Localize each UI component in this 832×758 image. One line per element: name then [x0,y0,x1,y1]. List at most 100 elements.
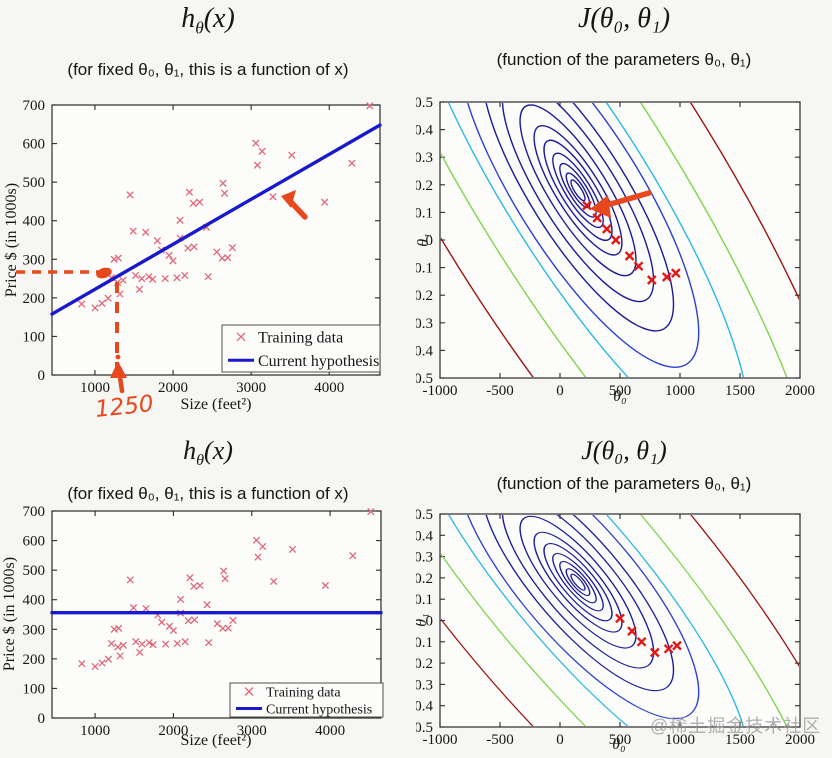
legend-x-marker [244,687,254,696]
handwritten-1250: 1250 [94,391,155,423]
hypothesis-title: hθ(x) [0,2,416,46]
hypothesis-line [50,123,382,316]
cost-subtitle: (function of the parameters θ₀, θ₁) [496,474,752,493]
svg-text:0.2: 0.2 [416,571,433,587]
svg-text:2000: 2000 [785,383,815,399]
svg-text:0.1: 0.1 [416,592,433,608]
hand-drawn-arrow [590,190,652,218]
contour-lines [441,515,799,726]
svg-text:1000: 1000 [80,723,110,739]
svg-text:0.2: 0.2 [416,178,433,194]
svg-text:-0.4: -0.4 [416,343,433,359]
svg-text:2000: 2000 [158,380,188,396]
x-axis-label: Size (feet²) [181,396,252,413]
svg-text:-0.2: -0.2 [416,288,433,304]
svg-text:-0.5: -0.5 [416,371,433,387]
hand-drawn-annotation: 1250 [16,190,308,423]
svg-text:0.5: 0.5 [416,95,433,111]
legend-label: Current hypothesis [266,703,372,718]
svg-text:2000: 2000 [785,732,815,748]
cost-plot-bottom: -1000 -500 0 500 1000 1500 2000 0.5 0.4 0.3 0.2 0.1… [416,507,815,753]
svg-text:400: 400 [23,214,46,230]
svg-text:3000: 3000 [237,723,267,739]
svg-text:0: 0 [38,368,46,384]
hypothesis-header-top: hθ(x) (for fixed θ₀, θ₁, this is a funct… [0,2,416,81]
training-points [78,102,374,312]
title-theta-sub: θ [195,18,204,38]
svg-text:200: 200 [23,652,46,668]
tick-labels: 1000 2000 3000 4000 0 100 200 300 400 500 600 700 [23,505,346,739]
hypothesis-plot-top: 1000 2000 3000 4000 0 100 200 300 400 500 600 700 Si… [3,98,382,423]
svg-text:4000: 4000 [314,380,344,396]
svg-text:0.4: 0.4 [416,123,434,139]
gradient-descent-path [582,200,681,285]
svg-text:600: 600 [23,534,46,550]
hypothesis-title: hθ(x) [0,436,416,476]
title-h: h [181,3,196,34]
axis-ticks [439,101,801,379]
svg-text:0: 0 [426,233,434,249]
line-pointer-arrow-head [281,190,296,208]
svg-text:0: 0 [38,711,46,727]
up-arrow-dot [115,354,121,360]
svg-text:0.3: 0.3 [416,550,433,566]
svg-text:-0.5: -0.5 [416,720,433,736]
title-theta-sub: θ [196,452,205,470]
svg-text:-0.3: -0.3 [416,316,433,332]
svg-text:-500: -500 [486,732,514,748]
y-axis-label: θ₁ [416,233,432,246]
y-axis-label: Price $ (in 1000s) [1,557,18,671]
cost-subtitle: (function of the parameters θ₀, θ₁) [496,50,752,69]
svg-text:-0.4: -0.4 [416,699,433,715]
watermark: @稀土掘金技术社区 [650,716,822,736]
cost-title: J(θ₀, θ₁) [577,3,671,34]
svg-text:2000: 2000 [158,723,188,739]
contour-lines [441,103,799,377]
y-axis-label: Price $ (in 1000s) [3,183,20,297]
svg-text:-0.2: -0.2 [416,656,433,672]
training-points [78,507,375,671]
legend-label: Training data [266,686,341,701]
svg-text:500: 500 [609,383,632,399]
svg-text:0.5: 0.5 [416,507,433,523]
svg-text:100: 100 [23,329,46,345]
legend: Training data Current hypothesis [221,324,381,373]
pen-blob [96,267,112,279]
svg-text:-0.1: -0.1 [416,635,433,651]
axis-ticks [439,513,801,728]
legend: Training data Current hypothesis [229,682,384,718]
hypothesis-plot-bottom: 1000 2000 3000 4000 0 100 200 300 400 500 600 700 Si… [1,505,384,749]
cost-title: J(θ₀, θ₁) [581,436,667,465]
tick-labels: -1000 -500 0 500 1000 1500 2000 0.5 0.4 0.3 0.2 0.1… [416,507,815,748]
svg-text:-0.3: -0.3 [416,677,433,693]
svg-text:0: 0 [426,614,434,630]
line-pointer-arrow-shaft [288,199,308,220]
svg-text:0.4: 0.4 [416,528,434,544]
svg-text:0.1: 0.1 [416,205,433,221]
svg-text:500: 500 [23,563,46,579]
svg-text:700: 700 [23,505,46,520]
cost-plot-top: -1000 -500 0 500 1000 1500 2000 0.5 0.4 0.3 0.2 0.1… [416,95,815,405]
svg-text:300: 300 [23,622,46,638]
hypothesis-subtitle: (for fixed θ₀, θ₁, this is a function of… [67,59,349,79]
plot-border [439,513,801,728]
svg-text:300: 300 [23,252,46,268]
svg-text:600: 600 [23,137,46,153]
gradient-descent-path [615,613,682,658]
tick-labels: 1000 2000 3000 4000 0 100 200 300 400 500 600 700 [23,98,345,396]
svg-text:0.3: 0.3 [416,150,433,166]
svg-text:100: 100 [23,681,46,697]
cost-header-bottom: J(θ₀, θ₁) (function of the parameters θ₀… [416,436,832,495]
title-h: h [183,436,197,465]
x-axis-label: θ₀ [612,736,625,753]
legend-x-marker [236,332,246,342]
svg-text:-1000: -1000 [423,383,458,399]
legend-label: Training data [258,330,343,347]
svg-text:1000: 1000 [80,380,110,396]
plot-border [439,101,801,379]
svg-text:1000: 1000 [665,383,695,399]
svg-text:4000: 4000 [315,723,345,739]
svg-text:0: 0 [556,383,564,399]
svg-text:-500: -500 [486,383,514,399]
